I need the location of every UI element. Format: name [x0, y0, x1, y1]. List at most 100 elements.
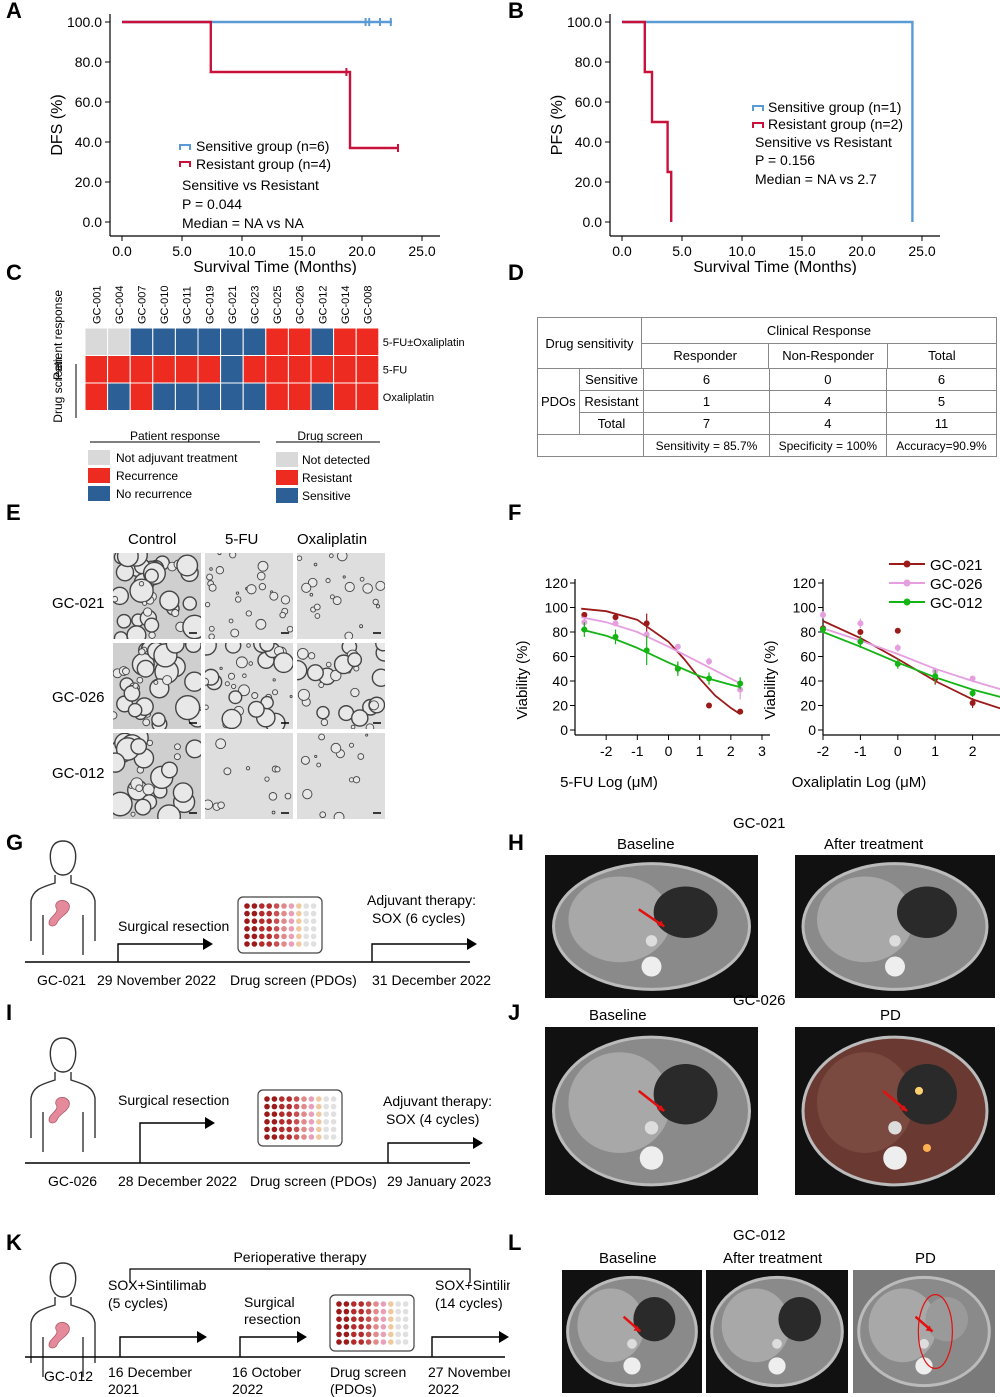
plate-well	[244, 933, 250, 940]
data-point	[857, 638, 864, 645]
plate-well	[264, 1111, 270, 1117]
plate-well	[373, 1324, 379, 1330]
plate-well	[288, 941, 295, 947]
legend-swatch	[276, 452, 298, 467]
x-tick-label: 10.0	[228, 243, 255, 259]
heatmap-cell	[152, 327, 176, 356]
d-cell: 4	[768, 412, 887, 435]
k-date1-line2: 2021	[108, 1381, 139, 1397]
plate-well	[308, 1111, 315, 1117]
b-annotation-p: P = 0.156	[755, 152, 815, 168]
plate-well	[281, 933, 287, 940]
plate-well	[301, 1119, 307, 1125]
plate-well	[271, 1126, 278, 1133]
plate-well	[264, 1119, 270, 1125]
plate-well	[266, 903, 272, 909]
panel-label-k: K	[6, 1230, 22, 1255]
i-date1: 28 December 2022	[118, 1173, 237, 1189]
plate-well	[343, 1339, 350, 1345]
d-cell: 11	[885, 412, 998, 435]
data-point	[581, 611, 588, 618]
plate-well	[259, 941, 265, 947]
heatmap-cell	[310, 327, 335, 356]
plate-well	[316, 1126, 322, 1133]
plate-well	[303, 933, 309, 940]
f1-x-axis-label: 5-FU Log (μM)	[560, 774, 658, 791]
plate-well	[380, 1331, 387, 1338]
d-cell: 6	[885, 368, 998, 391]
heatmap-cell	[197, 382, 222, 411]
plate-well	[303, 903, 309, 909]
plate-well	[281, 941, 287, 947]
l-label-after: After treatment	[723, 1250, 823, 1267]
legend-label: Sensitive	[302, 489, 351, 503]
heatmap-cell	[265, 355, 289, 384]
heatmap-cell	[333, 355, 357, 384]
plate-well	[402, 1331, 409, 1338]
heatmap-row-label: 5-FU±Oxaliplatin	[383, 337, 465, 349]
data-point	[706, 702, 713, 709]
heatmap-cell	[174, 382, 199, 411]
plate-well	[271, 1096, 278, 1102]
plate-well	[388, 1308, 394, 1315]
plate-well	[281, 910, 287, 917]
b-annotation-median: Median = NA vs 2.7	[755, 171, 877, 187]
data-point	[932, 673, 939, 680]
k-periop: Perioperative therapy	[233, 1249, 366, 1265]
g-screen: Drug screen (PDOs)	[230, 972, 357, 988]
k-date2-line1: 16 October	[232, 1364, 302, 1380]
y-tick-label: 100.0	[67, 14, 102, 30]
plate-well	[323, 1103, 329, 1110]
legend-label: Recurrence	[116, 469, 178, 483]
plate-well	[251, 933, 258, 940]
l-label-pd: PD	[915, 1250, 936, 1267]
d-accuracy: Accuracy=90.9%	[885, 434, 998, 457]
ct-image	[853, 1270, 995, 1393]
heatmap-col-label: GC-008	[363, 285, 375, 324]
ct-image	[562, 1270, 702, 1393]
y-tick-label: 60.0	[75, 94, 102, 110]
plate-well	[288, 903, 295, 909]
micrograph-image	[205, 553, 293, 639]
plate-well	[244, 941, 250, 947]
plate-well	[296, 933, 302, 940]
plate-well	[266, 941, 272, 947]
plate-well	[296, 910, 302, 917]
plate-well	[380, 1301, 387, 1307]
heatmap-cell	[220, 382, 244, 411]
plate-well	[266, 933, 272, 940]
k-step1-line2: (5 cycles)	[108, 1295, 168, 1311]
x-tick-label: 3	[758, 743, 766, 759]
a-legend: Sensitive group (n=6) Resistant group (n…	[179, 138, 331, 231]
k-date2-line2: 2022	[232, 1381, 263, 1397]
plate-well	[330, 1119, 337, 1125]
heatmap-col-label: GC-010	[159, 285, 171, 324]
data-point	[894, 644, 901, 651]
heatmap-cell	[129, 355, 154, 384]
heatmap-col-label: GC-023	[250, 285, 262, 324]
plate-well	[264, 1103, 270, 1110]
b-legend-sensitive: Sensitive group (n=1)	[768, 99, 901, 115]
plate-well	[402, 1316, 409, 1322]
plate-well	[330, 1134, 337, 1140]
plate-well	[301, 1134, 307, 1140]
heatmap-cell	[355, 327, 380, 356]
plate-well	[351, 1301, 357, 1307]
plate-well	[358, 1331, 364, 1338]
d-col-total: Total	[886, 342, 998, 369]
heatmap-cell	[84, 382, 109, 411]
y-tick-label: 60	[800, 649, 816, 665]
g-step2-line1: Adjuvant therapy:	[367, 892, 476, 908]
plate-well	[286, 1126, 292, 1133]
y-tick-label: 80.0	[75, 54, 102, 70]
heatmap-col-label: GC-025	[272, 285, 284, 324]
d-row-label: Sensitive	[578, 368, 645, 391]
legend-label: Not adjuvant treatment	[116, 451, 238, 465]
plate-well	[310, 910, 317, 917]
legend-swatch	[276, 488, 298, 503]
plate-well	[351, 1339, 357, 1345]
plate-well	[281, 926, 287, 932]
data-point	[643, 647, 650, 654]
plate-well	[395, 1339, 401, 1345]
d-sensitivity: Sensitivity = 85.7%	[643, 434, 770, 457]
